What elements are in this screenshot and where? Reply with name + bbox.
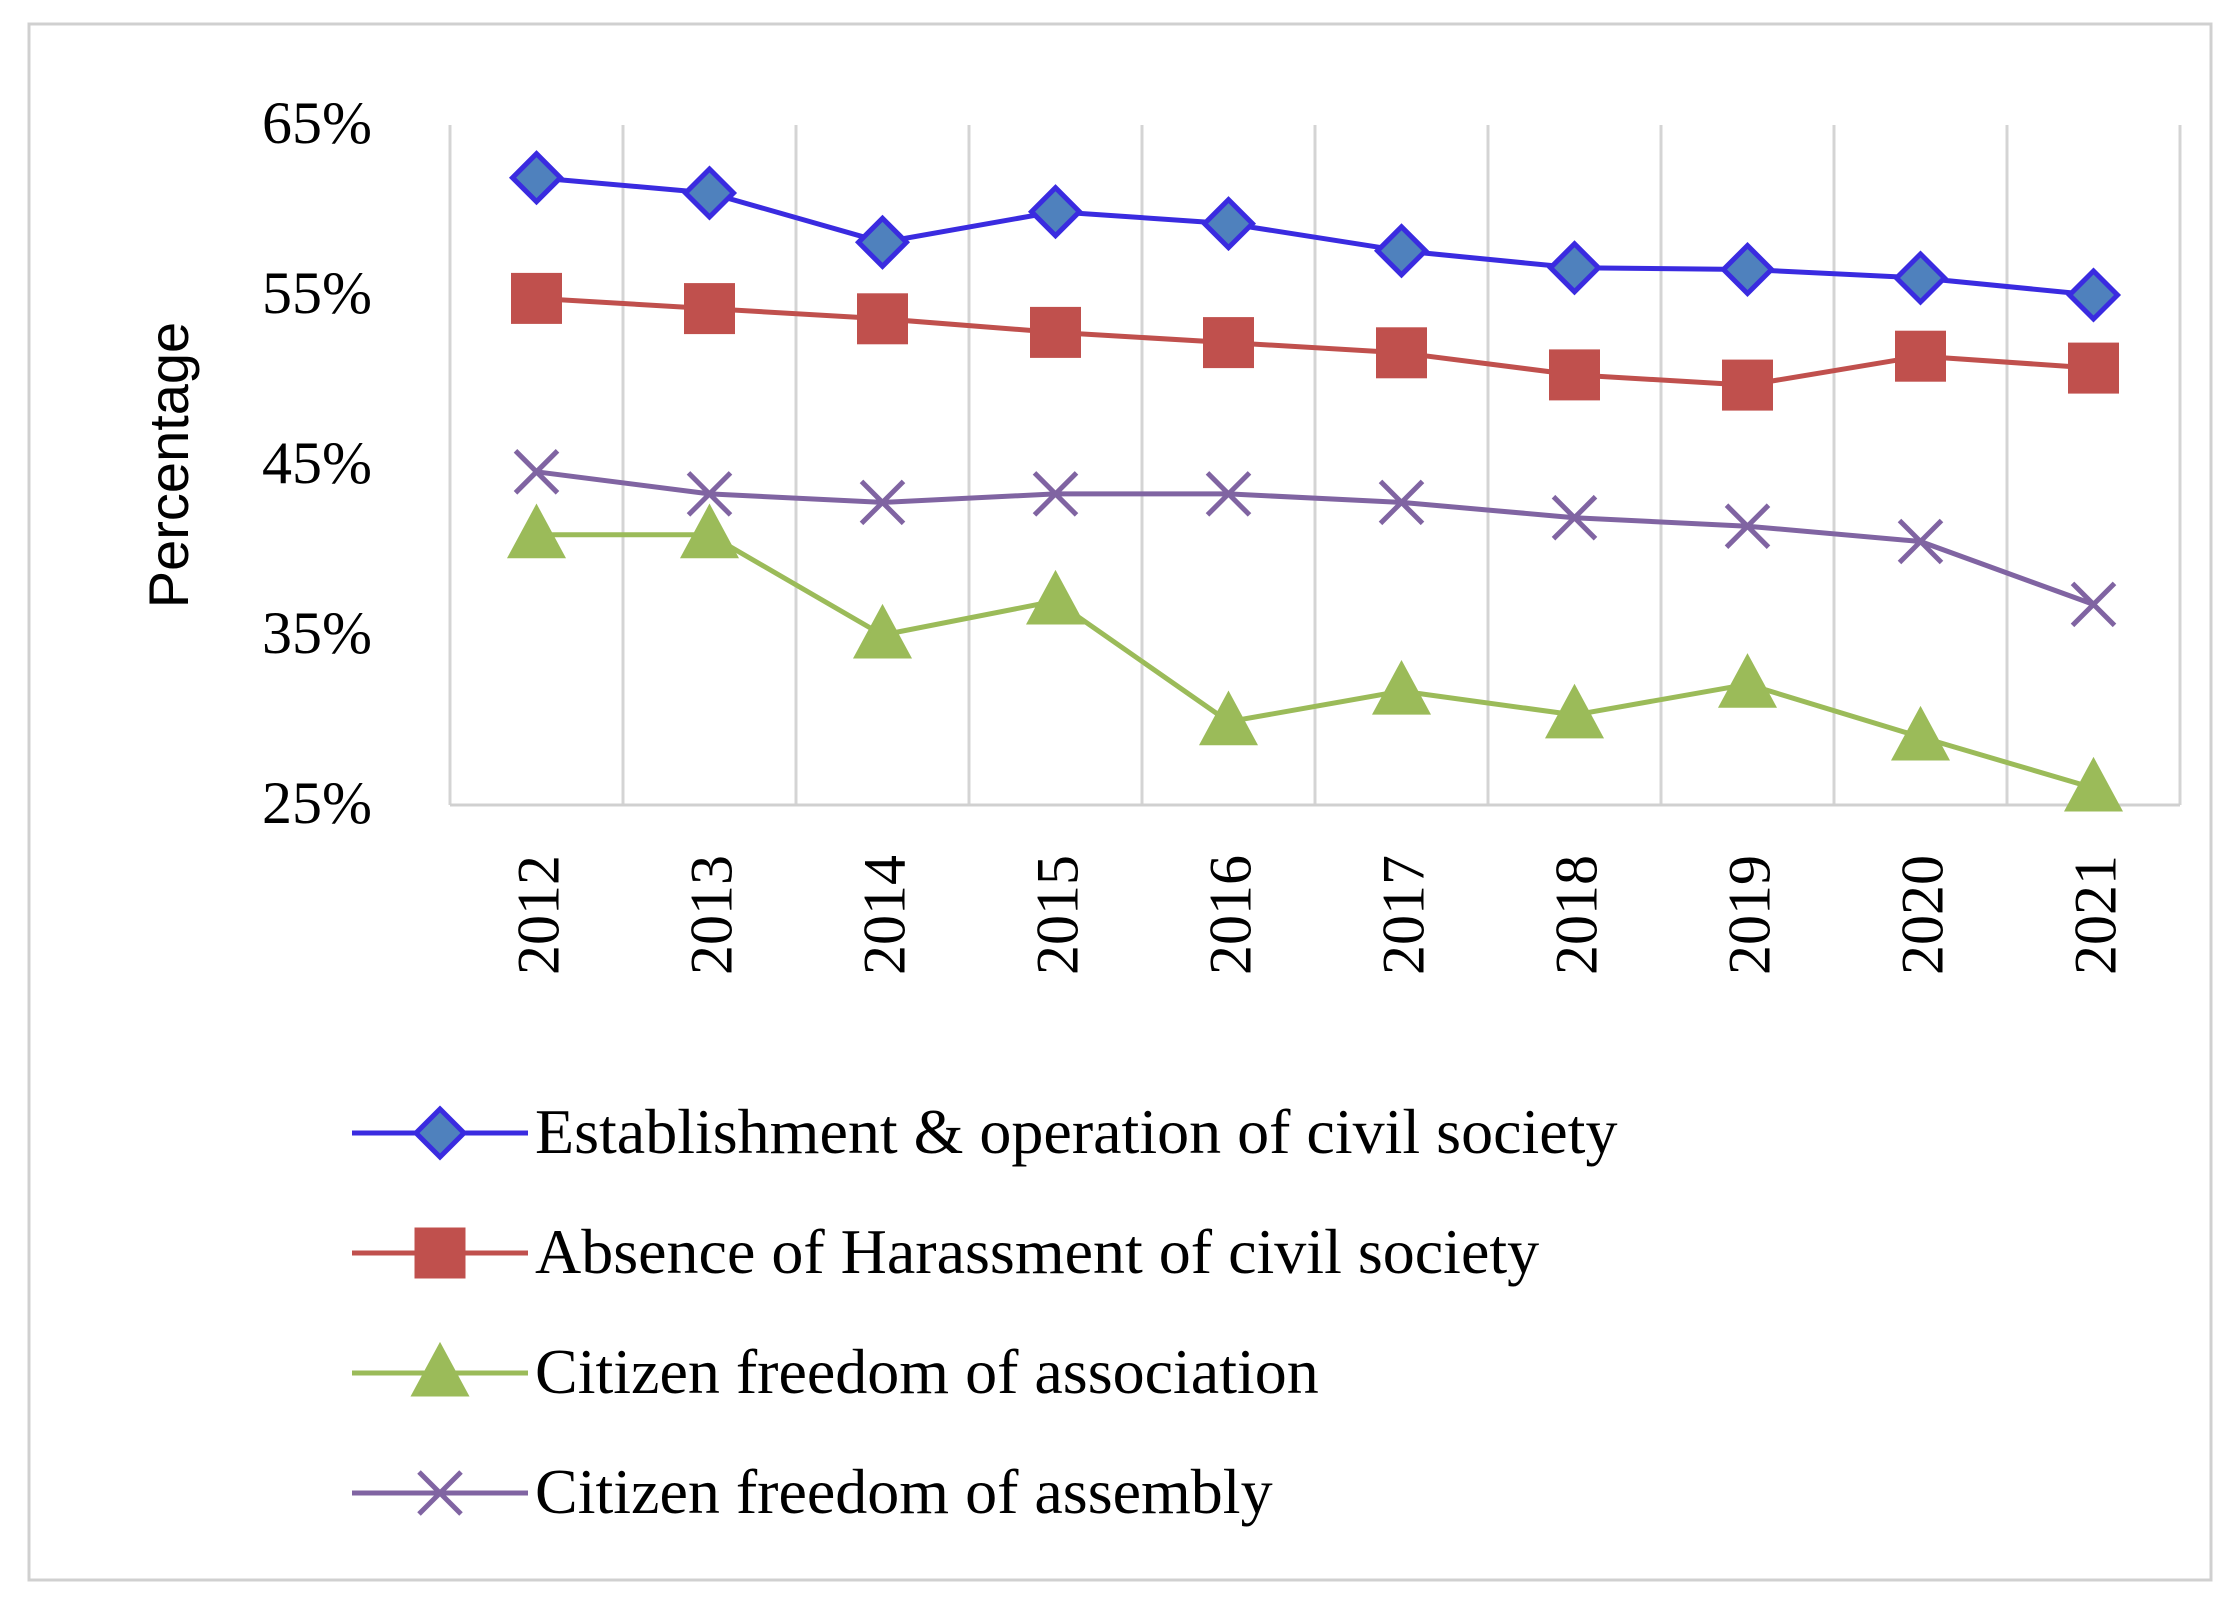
data-point: [1719, 241, 1776, 298]
data-point: [1203, 317, 1254, 369]
data-point: [1030, 306, 1081, 358]
data-point: [1546, 240, 1603, 296]
x-tick-label: 2019: [1717, 855, 1783, 975]
data-point: [2068, 342, 2119, 394]
legend-marker: [412, 1105, 468, 1161]
data-point: [1025, 569, 1086, 625]
data-point: [2065, 267, 2122, 323]
series-line: [536, 175, 2094, 298]
series-line: [536, 295, 2094, 388]
legend-item: Absence of Harassment of civil society: [352, 1216, 1539, 1287]
data-point: [1544, 683, 1605, 739]
series-x: [513, 449, 2117, 628]
legend-item: Citizen freedom of assembly: [352, 1456, 1273, 1527]
y-tick-label: 65%: [262, 90, 372, 156]
data-point: [1205, 471, 1252, 517]
y-axis: 25% 35% 45% 55% 65%: [262, 90, 372, 836]
gridlines: [448, 125, 2182, 805]
series-diamond: [508, 150, 2122, 323]
y-tick-label: 55%: [262, 260, 372, 326]
series-line: [536, 532, 2095, 791]
legend-label: Absence of Harassment of civil society: [535, 1216, 1539, 1287]
data-point: [1551, 494, 1598, 541]
data-point: [511, 272, 562, 324]
data-point: [506, 503, 567, 559]
data-point: [1376, 327, 1427, 379]
x-tick-label: 2018: [1544, 855, 1610, 975]
data-point: [1722, 359, 1773, 411]
y-axis-title: Percentage: [137, 322, 200, 608]
data-point: [684, 283, 735, 335]
y-tick-label: 35%: [262, 600, 372, 666]
data-point: [1897, 518, 1944, 565]
series-line: [536, 469, 2095, 607]
series-triangle: [506, 503, 2124, 812]
x-tick-label: 2021: [2063, 855, 2129, 975]
data-point: [1378, 479, 1425, 526]
data-point: [1890, 705, 1951, 761]
data-point: [679, 503, 740, 559]
legend-item: Citizen freedom of association: [352, 1336, 1319, 1407]
data-point: [1892, 250, 1949, 306]
x-tick-label: 2013: [679, 855, 745, 975]
legend: Establishment & operation of civil socie…: [352, 1096, 1617, 1527]
y-tick-label: 25%: [262, 770, 372, 836]
data-point: [857, 293, 908, 345]
data-point: [1200, 196, 1257, 252]
data-point: [1027, 184, 1084, 240]
x-tick-label: 2017: [1371, 855, 1437, 975]
data-point: [859, 479, 906, 526]
x-tick-label: 2014: [852, 855, 918, 975]
x-tick-label: 2020: [1890, 855, 1956, 975]
data-point: [1895, 330, 1946, 382]
data-point: [513, 449, 560, 495]
x-tick-label: 2012: [506, 855, 572, 975]
x-axis: 2012 2013 2014 2015 2016 2017 2018 2019 2020 2021: [506, 855, 2129, 975]
data-point: [1549, 349, 1600, 401]
legend-label: Establishment & operation of civil socie…: [535, 1096, 1617, 1167]
y-tick-label: 45%: [262, 430, 372, 496]
data-point: [854, 214, 911, 270]
legend-label: Citizen freedom of assembly: [535, 1456, 1273, 1527]
legend-marker: [417, 1470, 463, 1516]
data-point: [2063, 756, 2124, 812]
legend-marker: [414, 1227, 466, 1279]
data-point: [1373, 223, 1430, 279]
data-point: [1717, 653, 1778, 708]
legend-label: Citizen freedom of association: [535, 1336, 1319, 1407]
data-point: [1032, 471, 1079, 517]
legend-item: Establishment & operation of civil socie…: [352, 1096, 1617, 1167]
data-point: [681, 165, 738, 221]
x-tick-label: 2015: [1025, 855, 1091, 975]
series-square: [511, 272, 2119, 411]
data-point: [508, 150, 565, 206]
data-point: [852, 603, 913, 659]
chart-border: [27, 22, 2213, 1582]
data-point: [1198, 690, 1259, 746]
x-tick-label: 2016: [1198, 855, 1264, 975]
data-point: [1724, 503, 1771, 549]
data-point: [2070, 581, 2117, 628]
series-layer: [506, 150, 2124, 812]
data-point: [686, 471, 733, 517]
data-point: [1371, 659, 1432, 715]
legend-marker: [410, 1341, 470, 1397]
